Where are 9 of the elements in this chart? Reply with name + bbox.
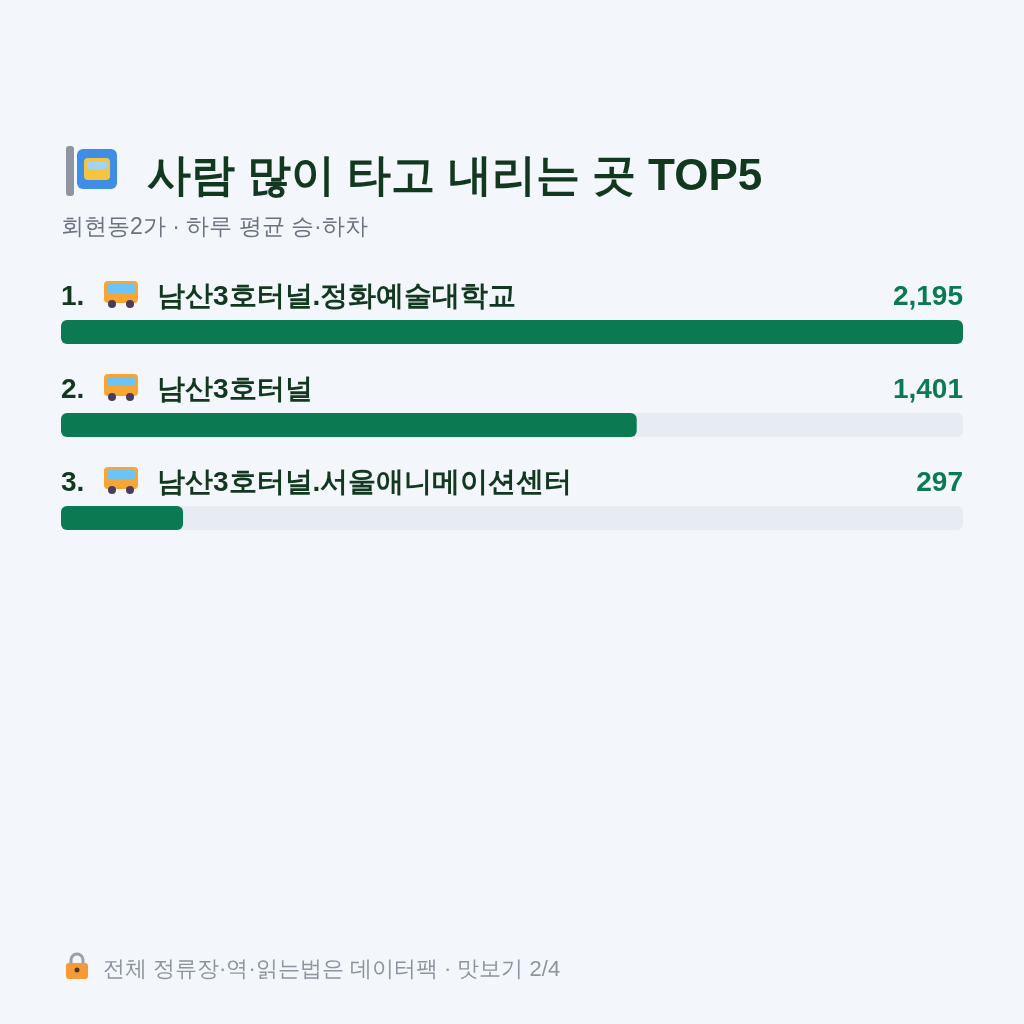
text: 전체 정류장·역·읽는법은 데이터팩 · 맛보기 2/4 bbox=[103, 956, 561, 981]
data-label: 297 bbox=[916, 466, 963, 497]
data-label: 1,401 bbox=[892, 373, 963, 404]
chart-subtitle: 회현동2가 · 하루 평균 승·하차 bbox=[61, 213, 368, 239]
category-label: 2. 남산3호터널 bbox=[61, 373, 313, 404]
category-label: 3. 남산3호터널.서울애니메이션센터 bbox=[61, 466, 573, 497]
chart-title: 사람 많이 타고 내리는 곳 TOP5 bbox=[147, 150, 763, 199]
category-label: 1. 남산3호터널.정화예술대학교 bbox=[61, 280, 517, 311]
data-label: 2,195 bbox=[892, 280, 963, 311]
